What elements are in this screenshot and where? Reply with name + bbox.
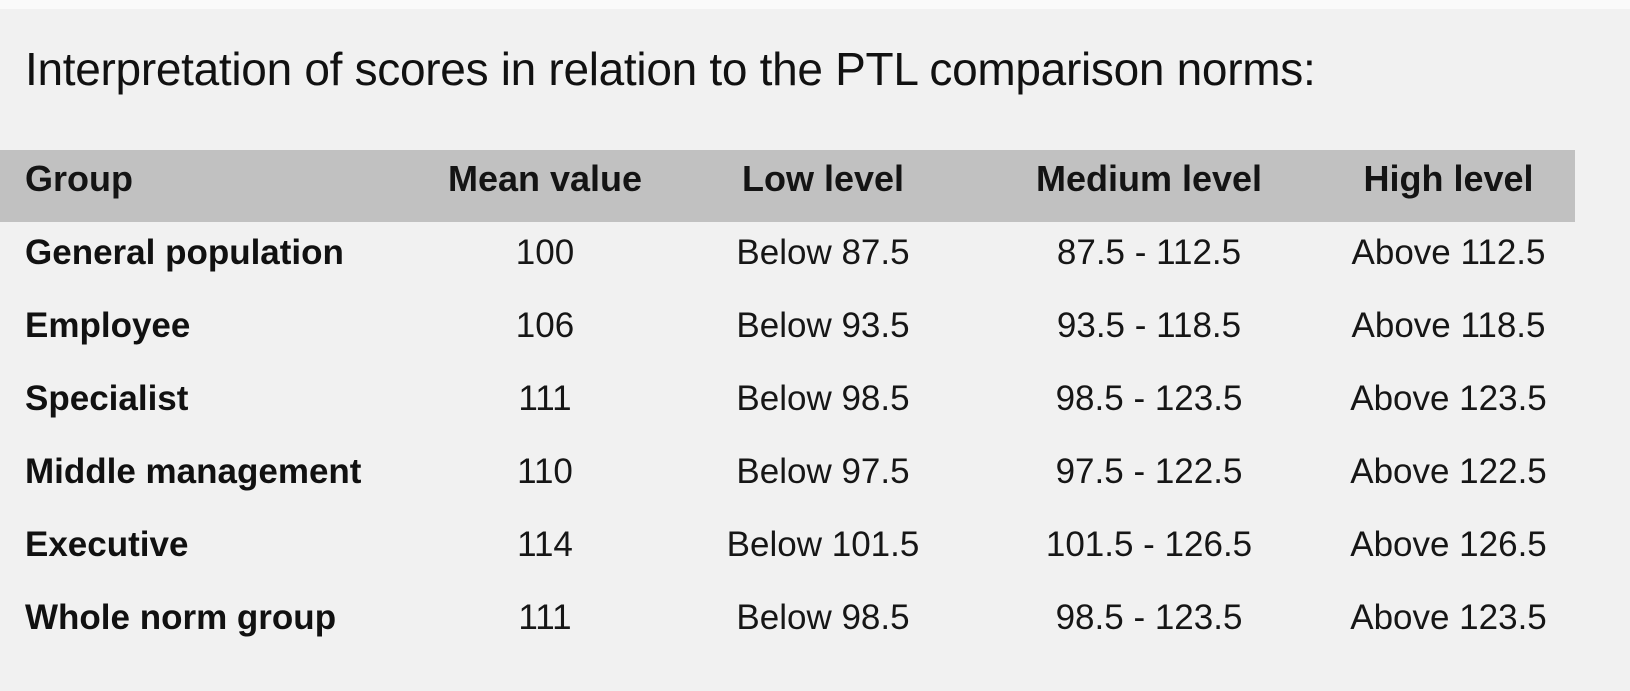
ptl-norms-table: Group Mean value Low level Medium level … bbox=[0, 149, 1575, 660]
table-row: Employee 106 Below 93.5 93.5 - 118.5 Abo… bbox=[0, 295, 1575, 368]
medium-level-cell: 93.5 - 118.5 bbox=[1056, 306, 1242, 346]
group-name-cell: Employee bbox=[25, 306, 191, 346]
mean-value-cell: 111 bbox=[518, 598, 572, 638]
low-level-cell: Below 97.5 bbox=[736, 452, 910, 492]
high-level-cell: Above 126.5 bbox=[1350, 525, 1547, 565]
high-level-cell: Above 123.5 bbox=[1350, 598, 1547, 638]
mean-value-cell: 111 bbox=[518, 379, 572, 419]
table-header: Group Mean value Low level Medium level … bbox=[0, 149, 1575, 222]
column-header-medium-level: Medium level bbox=[1035, 157, 1263, 199]
low-level-cell: Below 93.5 bbox=[736, 306, 910, 346]
medium-level-cell: 87.5 - 112.5 bbox=[1056, 233, 1242, 273]
column-header-group: Group bbox=[25, 157, 133, 199]
group-name-cell: General population bbox=[25, 233, 344, 273]
low-level-cell: Below 87.5 bbox=[736, 233, 910, 273]
high-level-cell: Above 123.5 bbox=[1350, 379, 1547, 419]
low-level-cell: Below 98.5 bbox=[736, 379, 910, 419]
medium-level-cell: 98.5 - 123.5 bbox=[1055, 598, 1243, 638]
mean-value-cell: 100 bbox=[515, 233, 575, 273]
group-name-cell: Executive bbox=[25, 525, 189, 565]
low-level-cell: Below 101.5 bbox=[726, 525, 920, 565]
column-header-low-level: Low level bbox=[741, 157, 905, 199]
table-row: Specialist 111 Below 98.5 98.5 - 123.5 A… bbox=[0, 368, 1575, 441]
group-name-cell: Whole norm group bbox=[25, 598, 337, 638]
mean-value-cell: 110 bbox=[517, 452, 573, 492]
group-name-cell: Middle management bbox=[25, 452, 362, 492]
table-row: Middle management 110 Below 97.5 97.5 - … bbox=[0, 441, 1575, 514]
high-level-cell: Above 112.5 bbox=[1351, 233, 1546, 273]
high-level-cell: Above 122.5 bbox=[1350, 452, 1547, 492]
top-strip bbox=[0, 0, 1630, 9]
column-header-high-level: High level bbox=[1363, 157, 1534, 199]
group-name-cell: Specialist bbox=[25, 379, 189, 419]
table-row: Whole norm group 111 Below 98.5 98.5 - 1… bbox=[0, 587, 1575, 660]
low-level-cell: Below 98.5 bbox=[736, 598, 910, 638]
column-header-mean-value: Mean value bbox=[447, 157, 643, 199]
mean-value-cell: 114 bbox=[517, 525, 573, 565]
table-row: Executive 114 Below 101.5 101.5 - 126.5 … bbox=[0, 514, 1575, 587]
table-row: General population 100 Below 87.5 87.5 -… bbox=[0, 222, 1575, 295]
mean-value-cell: 106 bbox=[515, 306, 575, 346]
high-level-cell: Above 118.5 bbox=[1351, 306, 1546, 346]
medium-level-cell: 98.5 - 123.5 bbox=[1055, 379, 1243, 419]
table-header-row: Group Mean value Low level Medium level … bbox=[0, 149, 1575, 222]
medium-level-cell: 97.5 - 122.5 bbox=[1055, 452, 1243, 492]
medium-level-cell: 101.5 - 126.5 bbox=[1045, 525, 1253, 565]
table-body: General population 100 Below 87.5 87.5 -… bbox=[0, 222, 1575, 660]
page-title: Interpretation of scores in relation to … bbox=[25, 43, 1316, 95]
